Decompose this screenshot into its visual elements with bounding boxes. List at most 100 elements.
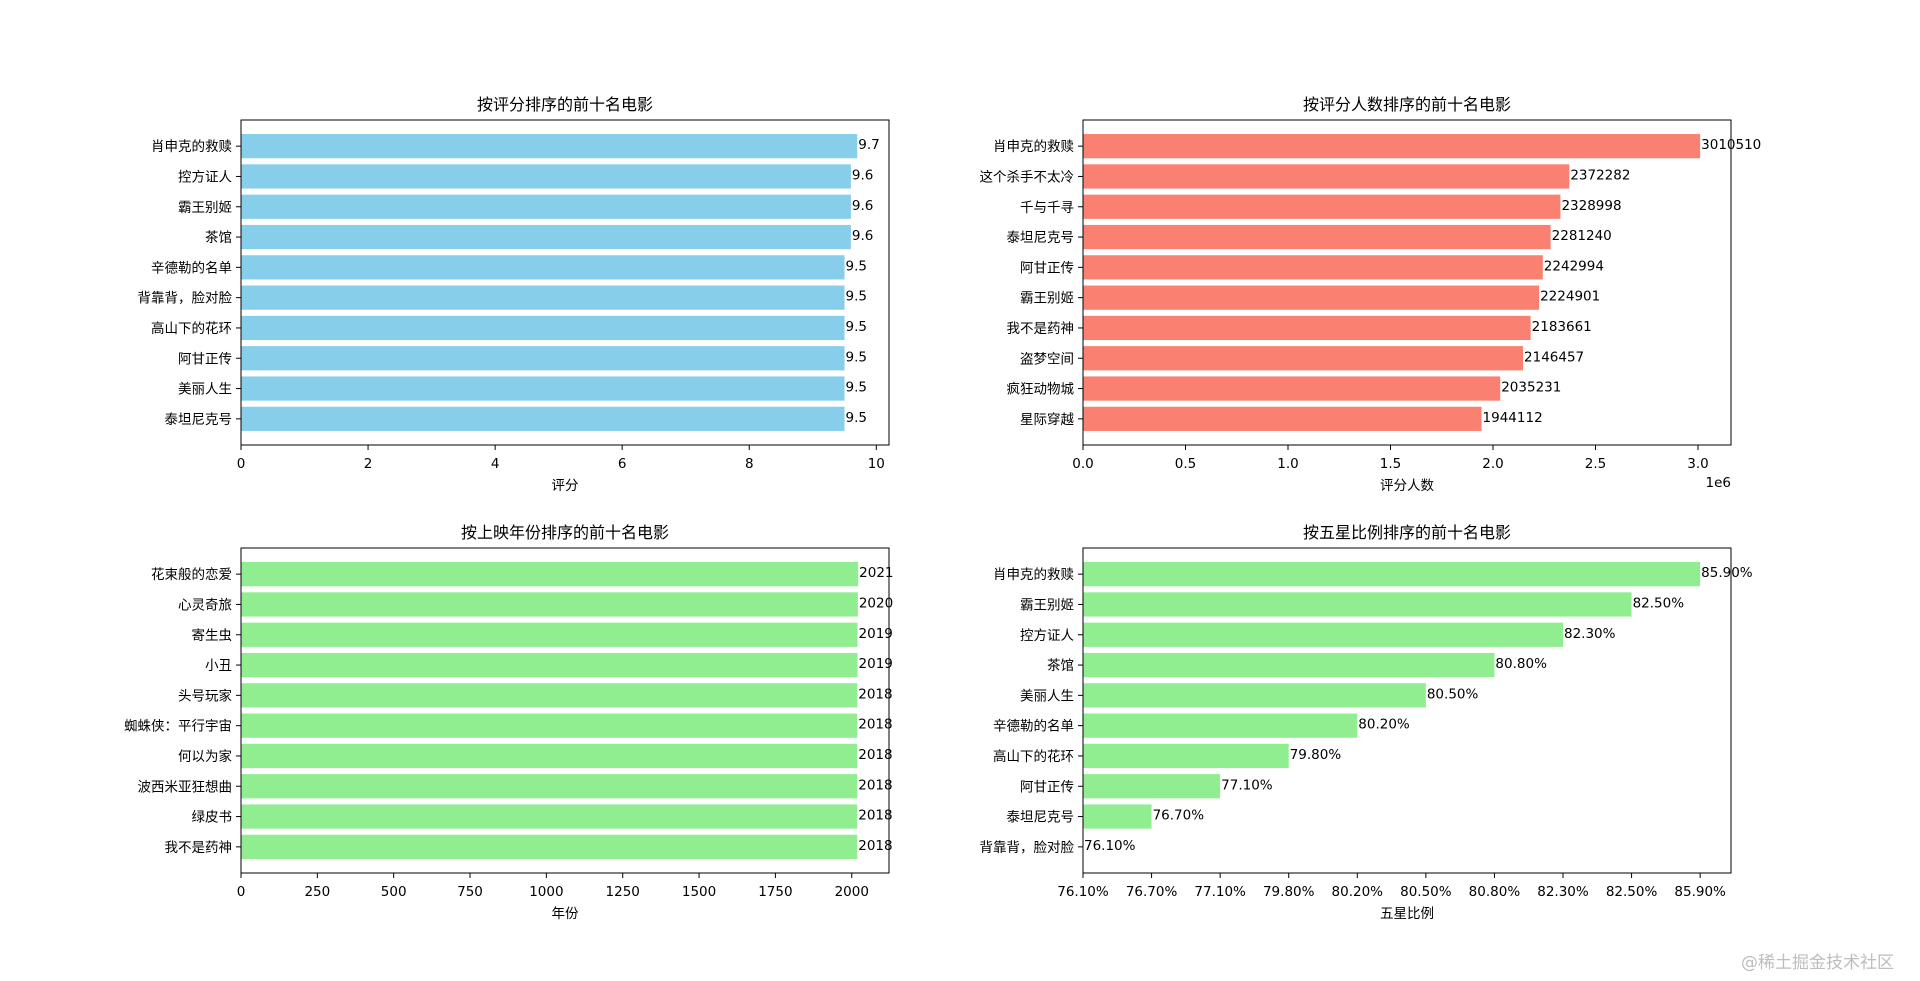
category-label: 小丑 [205, 658, 232, 674]
chart-title: 按五星比例排序的前十名电影 [1303, 523, 1511, 542]
bar [241, 285, 845, 310]
data-label: 85.90% [1701, 565, 1753, 581]
category-label: 星际穿越 [1020, 412, 1074, 428]
category-label: 波西米亚狂想曲 [138, 779, 233, 795]
x-tick-label: 1750 [758, 884, 792, 900]
category-label: 阿甘正传 [178, 351, 232, 367]
x-tick-label: 80.50% [1400, 884, 1452, 900]
data-label: 9.7 [858, 137, 879, 153]
axes-frame [240, 119, 890, 446]
data-label: 2019 [859, 656, 893, 672]
data-label: 80.80% [1495, 656, 1547, 672]
bar [1083, 652, 1495, 678]
x-tick-label: 4 [491, 456, 500, 472]
chart-3: 花束般的恋爱 2021 心灵奇旅 2020 寄生虫 2019 小丑 2019 头号玩家 2018 蜘… [124, 523, 894, 922]
axes-frame [1082, 119, 1732, 446]
x-tick-label: 2.0 [1482, 456, 1503, 472]
bar [1083, 562, 1701, 587]
x-tick-label: 10 [868, 456, 885, 472]
bar [241, 652, 858, 678]
category-label: 茶馆 [205, 230, 232, 246]
category-label: 美丽人生 [178, 382, 232, 398]
bar [241, 164, 851, 189]
x-axis-label: 五星比例 [1380, 906, 1434, 922]
category-label: 蜘蛛侠：平行宇宙 [124, 719, 232, 735]
data-label: 9.5 [846, 380, 867, 396]
bar [1083, 224, 1551, 250]
category-label: 控方证人 [178, 169, 232, 185]
data-label: 2019 [859, 626, 893, 642]
category-label: 霸王别姬 [178, 200, 232, 216]
x-tick-label: 2000 [835, 884, 869, 900]
category-label: 绿皮书 [192, 810, 233, 826]
x-tick-label: 0 [237, 884, 246, 900]
bar [241, 562, 859, 587]
x-tick-label: 3.0 [1687, 456, 1708, 472]
category-label: 高山下的花环 [993, 748, 1074, 765]
data-label: 76.70% [1153, 808, 1205, 824]
category-label: 辛德勒的名单 [993, 719, 1074, 735]
data-label: 2018 [858, 808, 892, 824]
data-label: 2021 [859, 565, 893, 581]
chart-title: 按评分排序的前十名电影 [477, 95, 653, 114]
data-label: 77.10% [1221, 777, 1273, 793]
bar [1083, 255, 1543, 280]
bar [1083, 376, 1501, 401]
x-tick-label: 76.10% [1057, 884, 1109, 900]
x-tick-label: 82.50% [1606, 884, 1658, 900]
bar [1083, 713, 1358, 738]
data-label: 2035231 [1501, 380, 1561, 396]
data-label: 9.5 [846, 319, 867, 335]
axes-frame [1082, 547, 1732, 874]
bar [241, 683, 858, 708]
bar [241, 834, 858, 859]
category-label: 泰坦尼克号 [1007, 810, 1075, 826]
category-label: 心灵奇旅 [178, 596, 232, 613]
category-label: 泰坦尼克号 [165, 412, 233, 428]
bar [1083, 164, 1570, 189]
x-axis-label: 评分 [552, 478, 579, 494]
bar [241, 743, 858, 769]
bar [1083, 346, 1524, 371]
x-tick-label: 0.5 [1175, 456, 1196, 472]
x-tick-label: 2 [364, 456, 373, 472]
category-label: 千与千寻 [1020, 200, 1074, 216]
bar [1083, 406, 1482, 431]
data-label: 1944112 [1483, 410, 1543, 426]
x-tick-label: 1.5 [1380, 456, 1401, 472]
bar [241, 774, 858, 799]
data-label: 80.20% [1358, 717, 1410, 733]
data-label: 76.10% [1084, 838, 1136, 854]
data-label: 2146457 [1524, 349, 1584, 365]
category-label: 盗梦空间 [1020, 351, 1074, 367]
x-tick-label: 1000 [529, 884, 563, 900]
bar [241, 376, 845, 401]
data-label: 2018 [858, 717, 892, 733]
category-label: 霸王别姬 [1020, 291, 1074, 307]
category-label: 我不是药神 [165, 840, 233, 856]
category-label: 控方证人 [1020, 628, 1074, 644]
x-tick-label: 750 [457, 884, 483, 900]
bar [1083, 134, 1701, 159]
bar [241, 804, 858, 829]
bar [241, 194, 851, 219]
category-label: 肖申克的救赎 [993, 567, 1074, 583]
chart-4: 肖申克的救赎 85.90% 霸王别姬 82.50% 控方证人 82.30% 茶馆 80.80%… [980, 523, 1753, 922]
data-label: 9.5 [846, 349, 867, 365]
bar [1083, 774, 1221, 799]
bar [241, 592, 858, 617]
x-tick-label: 6 [618, 456, 627, 472]
x-tick-label: 500 [381, 884, 407, 900]
x-tick-label: 80.80% [1469, 884, 1521, 900]
x-tick-label: 250 [304, 884, 330, 900]
data-label: 82.30% [1564, 626, 1616, 642]
data-label: 9.6 [852, 198, 873, 214]
x-tick-label: 82.30% [1537, 884, 1589, 900]
data-label: 2372282 [1570, 167, 1630, 183]
data-label: 9.6 [852, 167, 873, 183]
data-label: 79.80% [1290, 747, 1342, 763]
data-label: 2018 [858, 777, 892, 793]
chart-title: 按上映年份排序的前十名电影 [461, 523, 669, 542]
